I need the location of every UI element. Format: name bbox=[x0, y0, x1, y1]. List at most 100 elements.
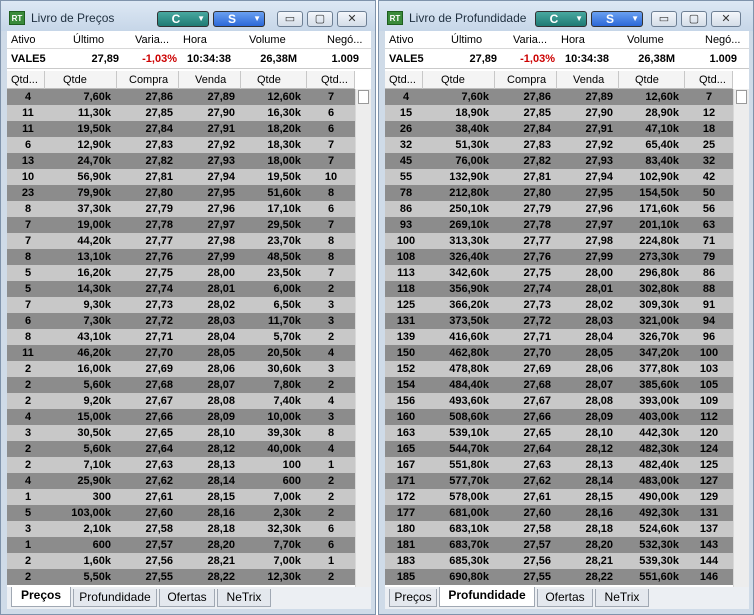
book-row[interactable]: 1 600 27,57 28,20 7,70k 6 bbox=[7, 537, 355, 553]
tab-netrix[interactable]: NeTrix bbox=[217, 589, 271, 607]
summary-header-negocios[interactable]: Negó... bbox=[327, 34, 363, 46]
book-row[interactable]: 125 366,20k 27,73 28,02 309,30k 91 bbox=[385, 297, 733, 313]
book-row[interactable]: 3 2,10k 27,58 28,18 32,30k 6 bbox=[7, 521, 355, 537]
book-row[interactable]: 154 484,40k 27,68 28,07 385,60k 105 bbox=[385, 377, 733, 393]
summary-header-ativo[interactable]: Ativo bbox=[389, 34, 414, 46]
book-row[interactable]: 171 577,70k 27,62 28,14 483,00k 127 bbox=[385, 473, 733, 489]
title-bar[interactable]: RT Livro de Preços C ▼ S ▼ ▭ ▢ ✕ bbox=[1, 1, 375, 31]
tab-ofertas[interactable]: Ofertas bbox=[159, 589, 215, 607]
close-button[interactable]: ✕ bbox=[337, 11, 367, 27]
s-dropdown-button[interactable]: S ▼ bbox=[213, 11, 265, 27]
book-row[interactable]: 2 5,60k 27,68 28,07 7,80k 2 bbox=[7, 377, 355, 393]
book-row[interactable]: 108 326,40k 27,76 27,99 273,30k 79 bbox=[385, 249, 733, 265]
col-header-qtd-compra[interactable]: Qtd... bbox=[385, 71, 423, 89]
maximize-button[interactable]: ▢ bbox=[307, 11, 333, 27]
book-row[interactable]: 167 551,80k 27,63 28,13 482,40k 125 bbox=[385, 457, 733, 473]
book-row[interactable]: 7 44,20k 27,77 27,98 23,70k 8 bbox=[7, 233, 355, 249]
book-row[interactable]: 5 16,20k 27,75 28,00 23,50k 7 bbox=[7, 265, 355, 281]
book-row[interactable]: 45 76,00k 27,82 27,93 83,40k 32 bbox=[385, 153, 733, 169]
summary-header-ultimo[interactable]: Último bbox=[451, 34, 483, 46]
vertical-scrollbar[interactable] bbox=[733, 89, 749, 587]
col-header-qtde-venda[interactable]: Qtde bbox=[619, 71, 685, 89]
book-row[interactable]: 13 24,70k 27,82 27,93 18,00k 7 bbox=[7, 153, 355, 169]
book-row[interactable]: 26 38,40k 27,84 27,91 47,10k 18 bbox=[385, 121, 733, 137]
book-row[interactable]: 172 578,00k 27,61 28,15 490,00k 129 bbox=[385, 489, 733, 505]
book-row[interactable]: 150 462,80k 27,70 28,05 347,20k 100 bbox=[385, 345, 733, 361]
scrollbar-thumb[interactable] bbox=[736, 90, 747, 104]
summary-header-variacao[interactable]: Varia... bbox=[513, 34, 548, 46]
book-row[interactable]: 4 7,60k 27,86 27,89 12,60k 7 bbox=[7, 89, 355, 105]
tab-profundidade[interactable]: Profundidade bbox=[73, 589, 157, 607]
book-row[interactable]: 113 342,60k 27,75 28,00 296,80k 86 bbox=[385, 265, 733, 281]
book-row[interactable]: 78 212,80k 27,80 27,95 154,50k 50 bbox=[385, 185, 733, 201]
book-row[interactable]: 139 416,60k 27,71 28,04 326,70k 96 bbox=[385, 329, 733, 345]
book-row[interactable]: 32 51,30k 27,83 27,92 65,40k 25 bbox=[385, 137, 733, 153]
summary-header-hora[interactable]: Hora bbox=[561, 34, 585, 46]
book-row[interactable]: 6 7,30k 27,72 28,03 11,70k 3 bbox=[7, 313, 355, 329]
col-header-qtd-compra[interactable]: Qtd... bbox=[7, 71, 45, 89]
book-row[interactable]: 160 508,60k 27,66 28,09 403,00k 112 bbox=[385, 409, 733, 425]
book-row[interactable]: 11 46,20k 27,70 28,05 20,50k 4 bbox=[7, 345, 355, 361]
book-row[interactable]: 177 681,00k 27,60 28,16 492,30k 131 bbox=[385, 505, 733, 521]
book-row[interactable]: 165 544,70k 27,64 28,12 482,30k 124 bbox=[385, 441, 733, 457]
col-header-qtd-venda[interactable]: Qtd... bbox=[307, 71, 355, 89]
book-row[interactable]: 7 9,30k 27,73 28,02 6,50k 3 bbox=[7, 297, 355, 313]
tab-netrix[interactable]: NeTrix bbox=[595, 589, 649, 607]
book-row[interactable]: 3 30,50k 27,65 28,10 39,30k 8 bbox=[7, 425, 355, 441]
book-row[interactable]: 86 250,10k 27,79 27,96 171,60k 56 bbox=[385, 201, 733, 217]
book-row[interactable]: 181 683,70k 27,57 28,20 532,30k 143 bbox=[385, 537, 733, 553]
book-row[interactable]: 118 356,90k 27,74 28,01 302,80k 88 bbox=[385, 281, 733, 297]
summary-header-negocios[interactable]: Negó... bbox=[705, 34, 741, 46]
book-row[interactable]: 55 132,90k 27,81 27,94 102,90k 42 bbox=[385, 169, 733, 185]
book-row[interactable]: 180 683,10k 27,58 28,18 524,60k 137 bbox=[385, 521, 733, 537]
tab-ofertas[interactable]: Ofertas bbox=[537, 589, 593, 607]
book-row[interactable]: 10 56,90k 27,81 27,94 19,50k 10 bbox=[7, 169, 355, 185]
book-row[interactable]: 4 25,90k 27,62 28,14 600 2 bbox=[7, 473, 355, 489]
book-row[interactable]: 23 79,90k 27,80 27,95 51,60k 8 bbox=[7, 185, 355, 201]
title-bar[interactable]: RT Livro de Profundidade C ▼ S ▼ ▭ ▢ ✕ bbox=[379, 1, 753, 31]
book-row[interactable]: 4 15,00k 27,66 28,09 10,00k 3 bbox=[7, 409, 355, 425]
minimize-button[interactable]: ▭ bbox=[651, 11, 677, 27]
close-button[interactable]: ✕ bbox=[711, 11, 741, 27]
book-row[interactable]: 2 5,60k 27,64 28,12 40,00k 4 bbox=[7, 441, 355, 457]
book-row[interactable]: 6 12,90k 27,83 27,92 18,30k 7 bbox=[7, 137, 355, 153]
book-row[interactable]: 185 690,80k 27,55 28,22 551,60k 146 bbox=[385, 569, 733, 585]
tab-precos[interactable]: Preços bbox=[11, 587, 71, 607]
book-row[interactable]: 183 685,30k 27,56 28,21 539,30k 144 bbox=[385, 553, 733, 569]
book-row[interactable]: 152 478,80k 27,69 28,06 377,80k 103 bbox=[385, 361, 733, 377]
tab-precos[interactable]: Preços bbox=[389, 589, 437, 607]
summary-row[interactable]: VALE5 27,89 -1,03% 10:34:38 26,38M 1.009 bbox=[7, 49, 371, 69]
book-row[interactable]: 5 103,00k 27,60 28,16 2,30k 2 bbox=[7, 505, 355, 521]
col-header-qtde-compra[interactable]: Qtde bbox=[423, 71, 495, 89]
book-row[interactable]: 7 19,00k 27,78 27,97 29,50k 7 bbox=[7, 217, 355, 233]
book-row[interactable]: 163 539,10k 27,65 28,10 442,30k 120 bbox=[385, 425, 733, 441]
col-header-compra[interactable]: Compra bbox=[117, 71, 179, 89]
book-row[interactable]: 15 18,90k 27,85 27,90 28,90k 12 bbox=[385, 105, 733, 121]
book-row[interactable]: 1 300 27,61 28,15 7,00k 2 bbox=[7, 489, 355, 505]
book-row[interactable]: 4 7,60k 27,86 27,89 12,60k 7 bbox=[385, 89, 733, 105]
summary-header-variacao[interactable]: Varia... bbox=[135, 34, 170, 46]
scrollbar-thumb[interactable] bbox=[358, 90, 369, 104]
tab-profundidade[interactable]: Profundidade bbox=[439, 587, 535, 607]
vertical-scrollbar[interactable] bbox=[355, 89, 371, 587]
minimize-button[interactable]: ▭ bbox=[277, 11, 303, 27]
book-row[interactable]: 8 43,10k 27,71 28,04 5,70k 2 bbox=[7, 329, 355, 345]
book-row[interactable]: 2 16,00k 27,69 28,06 30,60k 3 bbox=[7, 361, 355, 377]
book-row[interactable]: 2 5,50k 27,55 28,22 12,30k 2 bbox=[7, 569, 355, 585]
summary-header-volume[interactable]: Volume bbox=[249, 34, 286, 46]
book-row[interactable]: 93 269,10k 27,78 27,97 201,10k 63 bbox=[385, 217, 733, 233]
summary-header-volume[interactable]: Volume bbox=[627, 34, 664, 46]
col-header-qtde-compra[interactable]: Qtde bbox=[45, 71, 117, 89]
book-row[interactable]: 11 19,50k 27,84 27,91 18,20k 6 bbox=[7, 121, 355, 137]
col-header-qtde-venda[interactable]: Qtde bbox=[241, 71, 307, 89]
col-header-venda[interactable]: Venda bbox=[179, 71, 241, 89]
col-header-venda[interactable]: Venda bbox=[557, 71, 619, 89]
book-row[interactable]: 2 9,20k 27,67 28,08 7,40k 4 bbox=[7, 393, 355, 409]
summary-header-ultimo[interactable]: Último bbox=[73, 34, 105, 46]
summary-header-hora[interactable]: Hora bbox=[183, 34, 207, 46]
c-dropdown-button[interactable]: C ▼ bbox=[535, 11, 587, 27]
book-row[interactable]: 2 7,10k 27,63 28,13 100 1 bbox=[7, 457, 355, 473]
col-header-qtd-venda[interactable]: Qtd... bbox=[685, 71, 733, 89]
summary-row[interactable]: VALE5 27,89 -1,03% 10:34:38 26,38M 1.009 bbox=[385, 49, 749, 69]
book-row[interactable]: 8 37,30k 27,79 27,96 17,10k 6 bbox=[7, 201, 355, 217]
